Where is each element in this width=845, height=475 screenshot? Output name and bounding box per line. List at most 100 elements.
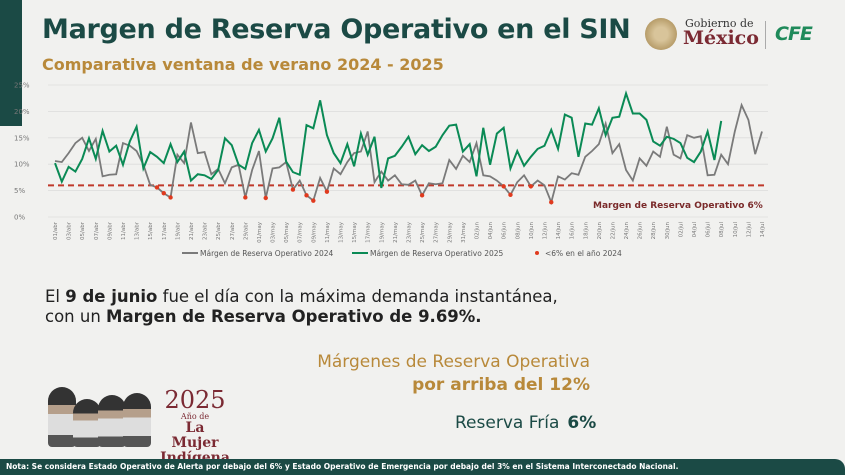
- footer-note: Nota: Se considera Estado Operativo de A…: [0, 459, 845, 475]
- x-tick-label: 23/abr: [203, 221, 209, 240]
- x-tick-label: 08/jun: [515, 221, 521, 239]
- cold-reserve: Reserva Fría 6%: [455, 413, 596, 433]
- legend-2025-label: Márgen de Reserva Operativo 2025: [370, 249, 504, 258]
- x-tick-label: 19/may: [379, 221, 385, 243]
- series-2025-line: [54, 90, 723, 189]
- x-tick-label: 25/may: [420, 221, 426, 243]
- x-tick-label: 14/jun: [556, 221, 562, 239]
- legend-below6-swatch: [535, 251, 539, 255]
- below-6-marker: [549, 200, 554, 205]
- below-6-marker: [528, 184, 534, 189]
- sidebar-accent-bar: [0, 0, 22, 126]
- message-text: El: [45, 287, 66, 306]
- x-tick-label: 22/jun: [610, 221, 616, 239]
- below-6-marker: [168, 195, 173, 200]
- x-tick-label: 06/jul: [706, 222, 712, 238]
- below-6-marker: [161, 191, 166, 196]
- legend-2024-label: Márgen de Reserva Operativo 2024: [200, 249, 334, 258]
- x-tick-label: 18/jun: [583, 221, 589, 239]
- gobierno-logo-line1: Gobierno de: [685, 17, 754, 30]
- below-6-marker: [243, 195, 248, 200]
- x-tick-label: 07/may: [298, 221, 304, 243]
- x-tick-label: 03/may: [271, 221, 277, 243]
- below-6-marker: [501, 184, 506, 189]
- x-tick-label: 13/may: [339, 221, 345, 243]
- x-tick-label: 29/may: [447, 221, 453, 243]
- x-tick-label: 09/abr: [107, 221, 113, 240]
- x-tick-label: 23/may: [407, 221, 413, 243]
- x-tick-label: 16/jun: [570, 221, 576, 239]
- cfe-logo: CFE: [775, 23, 813, 45]
- x-tick-label: 13/abr: [135, 221, 141, 240]
- x-tick-label: 20/jun: [597, 221, 603, 239]
- badge-line1: Año de: [180, 412, 210, 421]
- x-tick-label: 24/jun: [624, 221, 630, 239]
- legend-below6-label: <6% en el año 2024: [545, 249, 622, 258]
- y-tick-label: 5%: [14, 187, 25, 195]
- x-tick-label: 05/may: [284, 221, 290, 243]
- woman-figure: [123, 393, 151, 447]
- y-tick-label: 0%: [14, 214, 25, 222]
- x-tick-label: 10/jun: [529, 221, 535, 239]
- x-tick-label: 08/jul: [719, 222, 725, 238]
- indigenous-women-illustration: [48, 385, 153, 447]
- page-subtitle: Comparativa ventana de verano 2024 - 202…: [42, 55, 444, 74]
- x-tick-label: 26/jun: [638, 221, 644, 239]
- margins-line2: por arriba del 12%: [412, 375, 590, 395]
- woman-figure: [73, 399, 101, 447]
- x-tick-label: 03/abr: [67, 221, 73, 240]
- x-tick-label: 17/may: [366, 221, 372, 243]
- below-6-marker: [290, 187, 296, 192]
- badge-line2: La Mujer: [171, 420, 219, 451]
- page-title: Margen de Reserva Operativo en el SIN: [42, 14, 631, 45]
- message-date: 9 de junio: [65, 287, 158, 306]
- message-text: con un: [45, 307, 107, 326]
- margins-note: Márgenes de Reserva Operativa por arriba…: [317, 351, 590, 397]
- x-tick-label: 10/jul: [733, 222, 739, 238]
- x-tick-label: 30/jun: [665, 221, 671, 239]
- x-tick-label: 21/may: [393, 221, 399, 243]
- x-tick-label: 12/jun: [542, 221, 548, 239]
- x-tick-label: 14/jul: [760, 222, 766, 238]
- y-tick-label: 25%: [14, 82, 30, 90]
- x-tick-label: 29/abr: [243, 221, 249, 240]
- below-6-marker: [508, 192, 513, 198]
- x-tick-label: 07/abr: [94, 221, 100, 240]
- reserve-margin-chart: 0% 5% 10% 15% 20% 25% 01/abr 03/abr 05/abr 07/ab…: [14, 82, 768, 258]
- x-tick-label: 27/abr: [230, 221, 236, 240]
- x-tick-label: 06/jun: [502, 221, 508, 239]
- y-tick-label: 20%: [14, 108, 30, 116]
- mexico-seal-icon: [645, 18, 677, 50]
- x-tick-label: 05/abr: [80, 221, 86, 240]
- x-tick-label: 02/jul: [678, 222, 684, 238]
- x-tick-label: 19/abr: [175, 221, 181, 240]
- x-tick-label: 15/may: [352, 221, 358, 243]
- x-tick-label: 27/may: [434, 221, 440, 243]
- chart-legend: Márgen de Reserva Operativo 2024 Márgen …: [182, 249, 622, 258]
- x-tick-label: 21/abr: [189, 221, 195, 240]
- y-tick-label: 10%: [14, 161, 30, 169]
- margins-line1: Márgenes de Reserva Operativa: [317, 352, 590, 372]
- logo-divider: [765, 21, 766, 49]
- message-text: fue el día con la máxima demanda instant…: [157, 287, 558, 306]
- below-6-marker: [304, 193, 309, 198]
- year-badge: 2025 Año de La Mujer Indígena: [160, 388, 230, 466]
- series-2024-line: [54, 102, 763, 206]
- x-tick-label: 17/abr: [162, 221, 168, 240]
- x-tick-label: 02/jun: [474, 221, 480, 239]
- badge-year: 2025: [164, 386, 226, 414]
- x-tick-label: 01/abr: [53, 221, 59, 240]
- message-margin-value: Margen de Reserva Operativo de 9.69%.: [106, 307, 482, 326]
- threshold-label: Margen de Reserva Operativo 6%: [593, 201, 763, 211]
- x-tick-label: 11/may: [325, 221, 331, 243]
- x-tick-label: 28/jun: [651, 221, 657, 239]
- x-tick-label: 04/jun: [488, 221, 494, 239]
- cold-reserve-value: 6%: [567, 413, 597, 433]
- peak-demand-message: El 9 de junio fue el día con la máxima d…: [45, 287, 558, 327]
- below-6-marker: [263, 195, 268, 201]
- x-tick-label: 04/jul: [692, 222, 698, 238]
- x-tick-label: 12/jul: [746, 222, 752, 238]
- below-6-marker: [154, 185, 160, 190]
- cold-reserve-label: Reserva Fría: [455, 413, 560, 433]
- gobierno-logo-line2: México: [683, 27, 759, 49]
